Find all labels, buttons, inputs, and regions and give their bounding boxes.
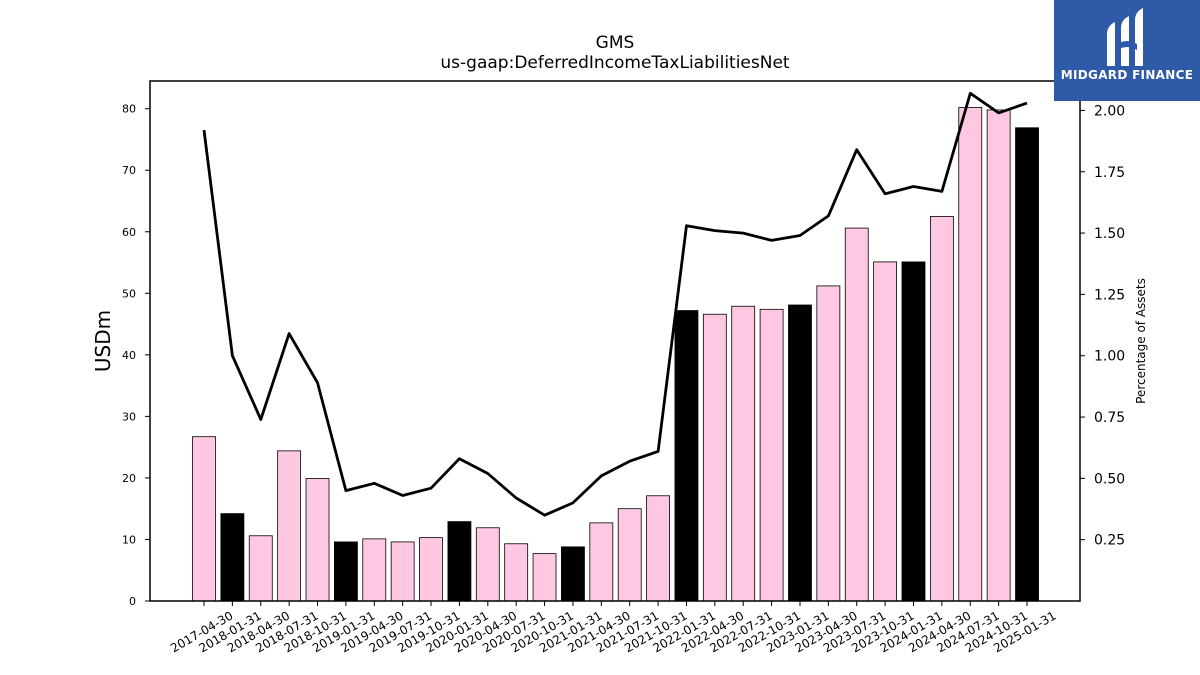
y2-tick-label: 0.25 xyxy=(1094,533,1125,549)
bar-24 xyxy=(873,261,898,602)
bar-3 xyxy=(277,450,302,602)
bar-10 xyxy=(475,527,500,602)
bar-14 xyxy=(589,522,614,602)
y2-tick-label: 2.00 xyxy=(1094,103,1125,119)
y-tick-label: 30 xyxy=(122,410,136,423)
bar-29 xyxy=(1015,127,1039,602)
bar-2 xyxy=(248,535,273,602)
y2-tick-label: 1.50 xyxy=(1094,226,1125,242)
bar-18 xyxy=(702,313,727,602)
plot-frame xyxy=(149,80,1081,602)
bar-20 xyxy=(759,308,784,602)
bar-17 xyxy=(674,310,699,602)
y-tick-label: 50 xyxy=(122,287,136,300)
bar-5 xyxy=(333,541,358,602)
y2-tick-label: 0.50 xyxy=(1094,471,1125,487)
y2-tick-label: 0.75 xyxy=(1094,410,1125,426)
chart-title: GMS xyxy=(596,33,635,53)
bar-1 xyxy=(220,513,245,602)
bar-16 xyxy=(646,495,670,602)
y2-tick-label: 1.25 xyxy=(1094,287,1125,303)
logo-mark-icon xyxy=(1107,8,1143,66)
y2-axis: 0.25 0.50 0.75 1.00 1.25 1.50 1.75 2.00 xyxy=(1080,103,1125,549)
bar-28 xyxy=(986,109,1011,602)
bars-group xyxy=(192,107,1039,602)
bar-4 xyxy=(305,478,330,602)
y-tick-label: 60 xyxy=(122,226,136,239)
y2-axis-label: Percentage of Assets xyxy=(1134,278,1148,404)
y-tick-label: 20 xyxy=(122,472,136,485)
line-group xyxy=(202,91,1028,517)
bar-15 xyxy=(617,508,642,602)
bar-0 xyxy=(192,436,216,602)
bar-6 xyxy=(362,538,387,602)
x-axis: 2017-04-302018-01-312018-04-302018-07-31… xyxy=(168,601,1059,655)
chart-subtitle: us-gaap:DeferredIncomeTaxLiabilitiesNet xyxy=(440,53,790,73)
bar-19 xyxy=(731,305,756,602)
y-tick-label: 80 xyxy=(122,103,136,116)
y2-tick-label: 1.00 xyxy=(1094,349,1125,365)
y2-tick-label: 1.75 xyxy=(1094,165,1125,181)
y-axis-label: USDm xyxy=(91,310,115,372)
logo: MIDGARD FINANCE xyxy=(1054,0,1200,101)
line-series xyxy=(202,91,1028,517)
bar-13 xyxy=(561,546,585,602)
bar-7 xyxy=(390,541,415,602)
bar-22 xyxy=(816,285,841,602)
y-axis: 0 10 20 30 40 50 60 70 80 xyxy=(122,103,150,608)
bar-12 xyxy=(532,553,557,602)
logo-text: MIDGARD FINANCE xyxy=(1060,68,1194,82)
y-tick-label: 70 xyxy=(122,164,136,177)
bar-11 xyxy=(504,543,529,602)
bar-27 xyxy=(958,107,983,602)
y-tick-label: 40 xyxy=(122,349,136,362)
bar-9 xyxy=(447,521,472,602)
bar-25 xyxy=(901,261,926,602)
bar-8 xyxy=(419,537,443,602)
y-tick-label: 10 xyxy=(122,533,136,546)
bar-23 xyxy=(844,227,869,602)
bar-26 xyxy=(929,215,954,602)
y-tick-label: 0 xyxy=(129,595,136,608)
bar-21 xyxy=(788,304,812,602)
